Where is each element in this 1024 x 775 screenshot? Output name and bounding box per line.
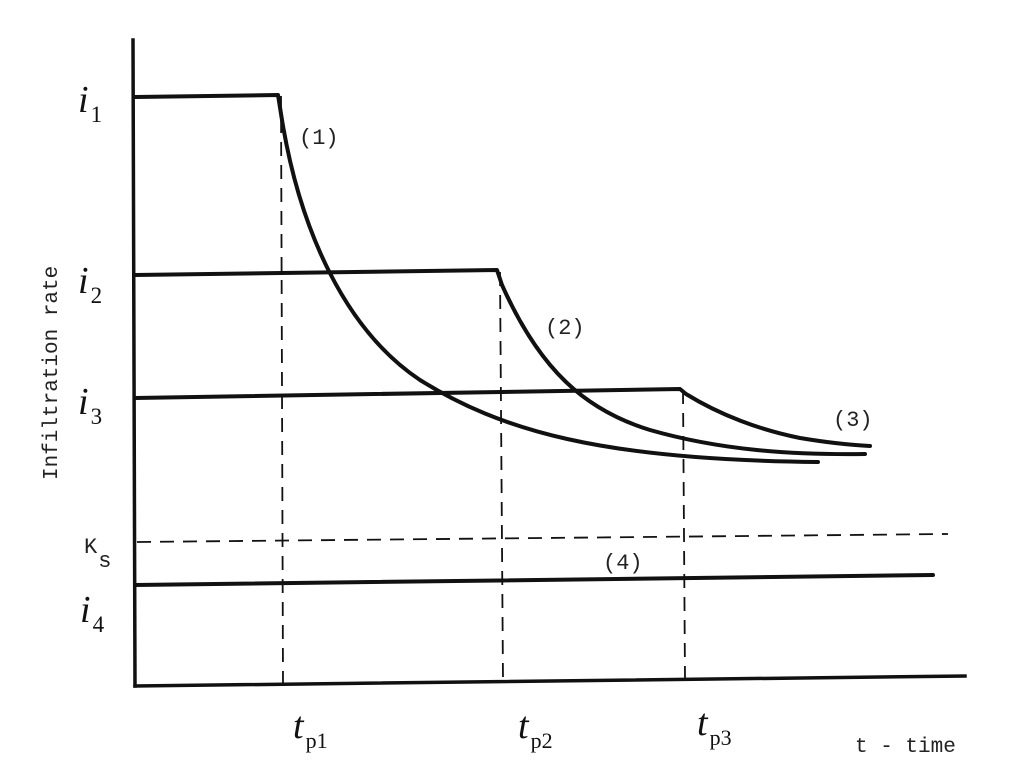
rate-level-labels: i1 i2 i3 i4	[78, 79, 105, 637]
tp1-label: tp1	[293, 705, 328, 753]
tp3-label: tp3	[697, 702, 732, 750]
y-axis-label: Infiltration rate	[41, 266, 64, 480]
ks-label: Ks	[84, 535, 111, 574]
x-axis-label: t - time	[855, 736, 956, 759]
curve-4	[133, 573, 935, 587]
tp3-dashed-line	[682, 389, 686, 680]
tp2-label: tp2	[518, 705, 553, 753]
curve-1-label: (1)	[299, 126, 339, 151]
ks-dashed-line	[136, 533, 949, 543]
tp1-dashed-line	[280, 95, 284, 685]
curve-2	[133, 268, 867, 457]
curve-1	[133, 93, 820, 464]
curve-number-labels: (1) (2) (3) (4)	[299, 126, 873, 576]
axes	[131, 38, 967, 688]
curve-2-label: (2)	[545, 316, 585, 341]
curve-4-label: (4)	[603, 551, 643, 576]
i3-label: i3	[78, 381, 102, 429]
i2-label: i2	[78, 260, 102, 308]
i4-label: i4	[80, 589, 105, 637]
curves	[133, 93, 935, 587]
ponding-time-labels: tp1 tp2 tp3	[293, 702, 732, 753]
tp2-dashed-line	[499, 271, 504, 682]
curve-3-label: (3)	[833, 408, 873, 433]
i1-label: i1	[78, 79, 102, 127]
y-axis	[131, 38, 137, 688]
curve-3	[133, 387, 872, 448]
x-axis	[133, 674, 967, 688]
